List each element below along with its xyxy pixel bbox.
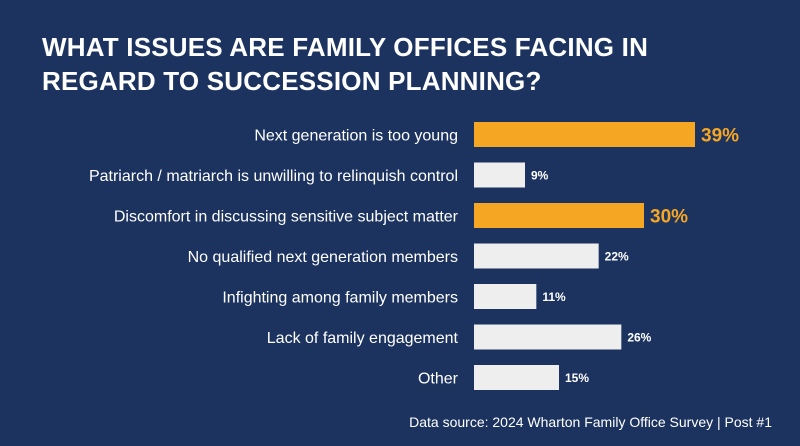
value-label: 15% xyxy=(565,371,589,385)
bar xyxy=(474,122,695,147)
category-label: Lack of family engagement xyxy=(267,330,459,347)
category-label: Infighting among family members xyxy=(222,290,458,307)
chart-title-line-1: WHAT ISSUES ARE FAMILY OFFICES FACING IN xyxy=(42,32,649,62)
category-label: Patriarch / matriarch is unwilling to re… xyxy=(89,168,458,185)
chart-title-line-2: REGARD TO SUCCESSION PLANNING? xyxy=(42,66,542,96)
category-label: Other xyxy=(418,371,459,388)
bar xyxy=(474,203,644,228)
value-label: 22% xyxy=(605,250,629,264)
bar xyxy=(474,162,525,188)
bar xyxy=(474,284,537,309)
bar xyxy=(474,365,559,390)
category-label: Discomfort in discussing sensitive subje… xyxy=(114,209,459,226)
value-label: 11% xyxy=(542,290,566,304)
category-label: Next generation is too young xyxy=(254,128,458,145)
bar xyxy=(474,243,599,269)
value-label: 30% xyxy=(650,207,688,228)
data-source-note: Data source: 2024 Wharton Family Office … xyxy=(409,414,772,430)
value-label: 26% xyxy=(627,331,651,345)
value-label: 9% xyxy=(531,169,549,183)
value-label: 39% xyxy=(701,126,739,147)
bar xyxy=(474,324,622,350)
category-label: No qualified next generation members xyxy=(188,249,458,266)
